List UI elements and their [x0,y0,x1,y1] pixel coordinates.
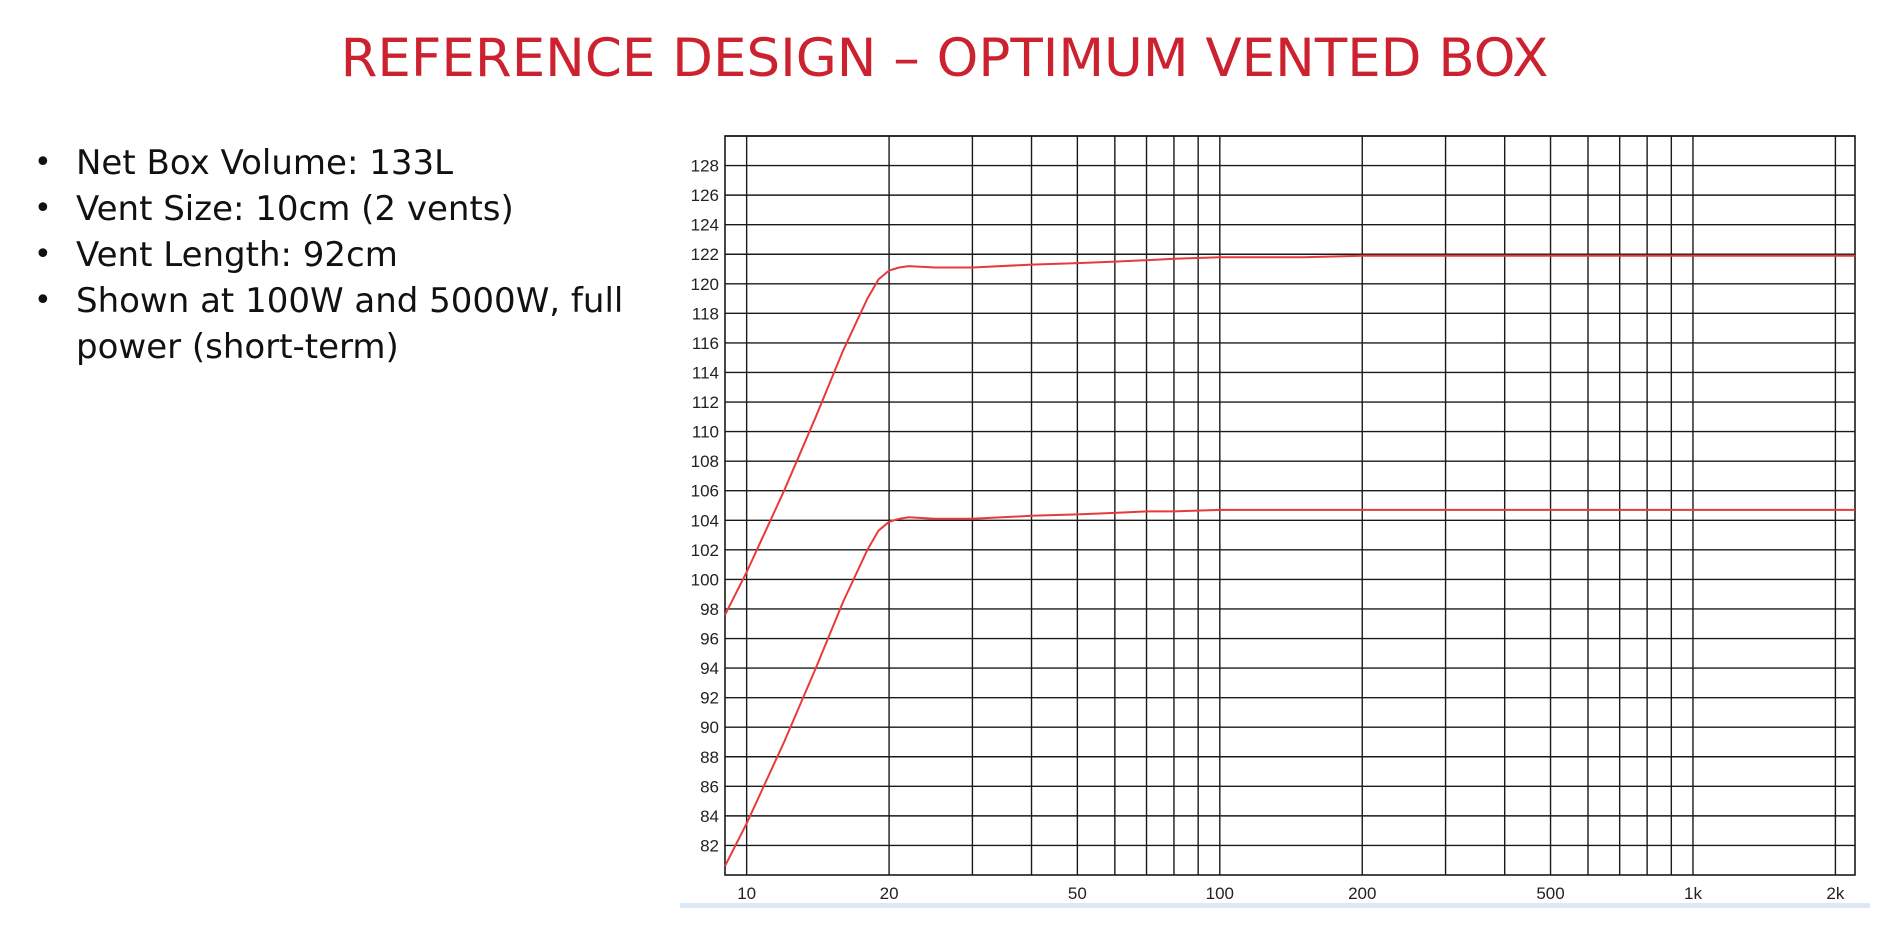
y-tick-label: 108 [691,452,719,471]
y-tick-label: 82 [700,836,719,855]
bullet-text: Shown at 100W and 5000W, full power (sho… [76,281,624,367]
chart-series [724,254,1855,867]
spl-curve-1 [724,254,1855,616]
plot-frame [724,135,1856,876]
y-tick-label: 106 [691,482,719,501]
bullet-dot-icon: • [34,191,52,226]
y-tick-label: 114 [692,363,719,382]
bullet-power-note: • Shown at 100W and 5000W, full power (sh… [30,278,650,370]
y-tick-label: 86 [700,777,719,796]
y-tick-label: 100 [691,570,719,589]
chart-bottom-bar [680,903,1870,908]
bullet-text: Net Box Volume: 133L [76,143,454,183]
bullet-text: Vent Length: 92cm [76,235,398,275]
y-tick-label: 112 [692,393,719,412]
y-tick-label: 98 [700,600,719,619]
bullet-vent-size: • Vent Size: 10cm (2 vents) [30,186,650,232]
spl-curve-2 [724,508,1855,867]
y-tick-label: 118 [692,304,719,323]
x-axis-tick-labels: 10 20 50 100 200 500 1k 2k [737,884,1845,903]
bullet-dot-icon: • [34,283,52,318]
x-tick-label: 50 [1068,884,1087,903]
x-tick-label: 100 [1206,884,1234,903]
y-tick-label: 84 [700,807,719,826]
y-tick-label: 90 [700,718,719,737]
y-tick-label: 102 [691,541,719,560]
y-tick-label: 96 [700,630,719,649]
y-tick-label: 92 [700,689,719,708]
x-tick-label: 10 [737,884,756,903]
x-tick-label: 500 [1536,884,1564,903]
x-tick-label: 2k [1826,884,1844,903]
chart-background [680,131,1870,911]
bullet-text: Vent Size: 10cm (2 vents) [76,189,514,229]
x-tick-label: 20 [880,884,899,903]
y-tick-label: 126 [691,186,719,205]
y-axis-tick-labels: 82 84 86 88 90 92 94 96 98 100 102 104 106 108 110 112 1… [691,157,719,856]
x-tick-label: 1k [1684,884,1702,903]
y-tick-label: 122 [691,245,719,264]
spl-chart-container: 82 84 86 88 90 92 94 96 98 100 102 104 106 108 110 112 1… [680,131,1870,911]
bullet-dot-icon: • [34,145,52,180]
y-tick-label: 94 [700,659,719,678]
x-tick-label: 200 [1348,884,1376,903]
y-tick-label: 104 [691,511,719,530]
y-tick-label: 128 [691,157,719,176]
spec-bullet-list: • Net Box Volume: 133L • Vent Size: 10cm (… [30,140,650,370]
y-tick-label: 120 [691,275,719,294]
bullet-vent-length: • Vent Length: 92cm [30,232,650,278]
bullet-dot-icon: • [34,237,52,272]
y-tick-label: 88 [700,748,719,767]
chart-grid [724,135,1856,876]
spl-frequency-chart: 82 84 86 88 90 92 94 96 98 100 102 104 106 108 110 112 1… [680,131,1870,911]
y-tick-label: 116 [692,334,719,353]
y-tick-label: 110 [692,423,719,442]
slide-title: REFERENCE DESIGN – OPTIMUM VENTED BOX [340,28,1549,89]
y-tick-label: 124 [691,216,719,235]
bullet-box-volume: • Net Box Volume: 133L [30,140,650,186]
